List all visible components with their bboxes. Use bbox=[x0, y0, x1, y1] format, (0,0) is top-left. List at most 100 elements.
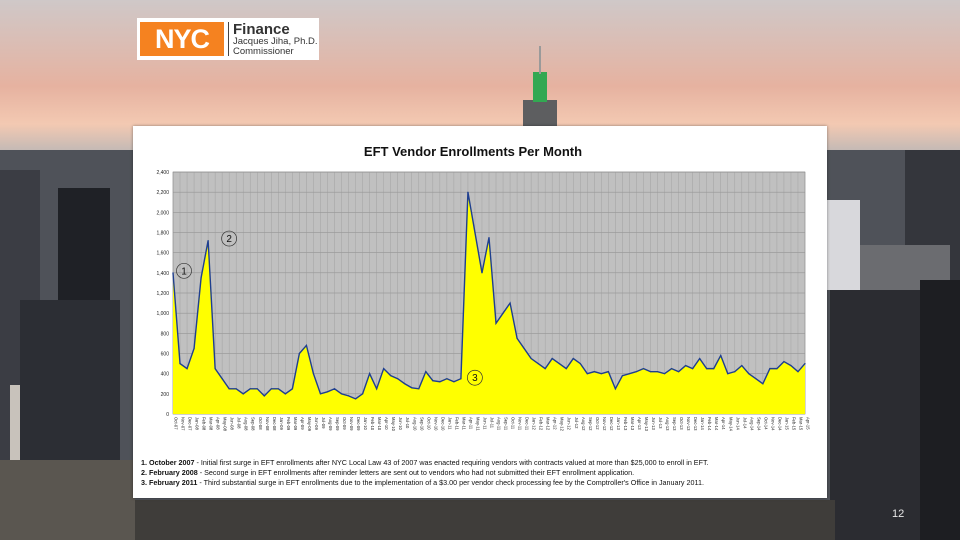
chart-note-1-text: - Initial first surge in EFT enrollments… bbox=[194, 458, 709, 467]
x-tick-label: Apr-12 bbox=[553, 417, 558, 430]
data-point bbox=[495, 322, 497, 324]
data-point bbox=[572, 357, 574, 360]
x-tick-label: Mar-08 bbox=[209, 417, 214, 431]
x-tick-label: Nov-11 bbox=[518, 417, 523, 431]
y-tick-label: 2,000 bbox=[156, 210, 169, 216]
data-point bbox=[376, 388, 378, 390]
x-tick-label: Nov-14 bbox=[770, 417, 775, 431]
data-point bbox=[593, 371, 595, 373]
x-tick-label: Dec-09 bbox=[356, 417, 361, 431]
data-point bbox=[263, 395, 265, 397]
data-point bbox=[614, 388, 616, 390]
data-point bbox=[369, 373, 371, 375]
x-tick-label: Sep-13 bbox=[672, 417, 677, 431]
data-point bbox=[523, 347, 525, 350]
x-tick-label: Jan-12 bbox=[532, 417, 537, 430]
x-tick-label: May-11 bbox=[475, 417, 480, 431]
data-point bbox=[586, 373, 588, 375]
data-point bbox=[453, 381, 455, 383]
data-point bbox=[678, 371, 680, 373]
x-tick-label: Oct-10 bbox=[426, 417, 431, 430]
logo-title: Finance bbox=[233, 21, 290, 38]
data-point bbox=[565, 368, 567, 370]
x-tick-label: Sep-12 bbox=[588, 417, 593, 431]
chart-note-3-label: 3. February 2011 bbox=[141, 478, 198, 487]
logo-name: Jacques Jiha, Ph.D. bbox=[233, 36, 318, 47]
y-tick-label: 1,000 bbox=[156, 311, 169, 317]
chart-card: EFT Vendor Enrollments Per Month 0 200 400 6… bbox=[133, 126, 827, 498]
x-tick-label: Nov-08 bbox=[265, 417, 270, 431]
x-tick-label: Mar-12 bbox=[546, 417, 551, 431]
y-tick-label: 200 bbox=[161, 392, 170, 398]
data-point bbox=[404, 383, 406, 385]
data-point bbox=[685, 365, 687, 367]
data-point bbox=[214, 368, 216, 370]
data-point bbox=[699, 357, 701, 360]
chart-note-3: 3. February 2011 - Third substantial sur… bbox=[141, 478, 821, 488]
data-point bbox=[249, 388, 251, 390]
data-point bbox=[354, 398, 357, 400]
x-tick-label: Feb-12 bbox=[539, 417, 544, 431]
data-point bbox=[734, 371, 736, 373]
x-tick-label: Oct-11 bbox=[511, 417, 516, 430]
data-point bbox=[635, 371, 638, 373]
x-tick-label: May-08 bbox=[223, 417, 228, 432]
logo-role: Commissioner bbox=[233, 45, 294, 57]
x-tick-label: Jan-15 bbox=[784, 417, 789, 430]
x-tick-label: Feb-09 bbox=[286, 417, 291, 431]
x-tick-label: Feb-10 bbox=[370, 417, 375, 431]
chart-note-1: 1. October 2007 - Initial first surge in… bbox=[141, 458, 821, 468]
x-tick-label: Mar-09 bbox=[293, 417, 298, 431]
data-point bbox=[656, 371, 659, 373]
x-tick-label: Feb-13 bbox=[623, 417, 628, 431]
x-tick-label: Jul-14 bbox=[742, 417, 747, 429]
nyc-finance-logo: NYC Finance Jacques Jiha, Ph.D. Commissi… bbox=[137, 18, 319, 60]
slide-number: 12 bbox=[892, 508, 905, 520]
data-point bbox=[692, 368, 694, 370]
data-point bbox=[418, 388, 420, 390]
x-tick-label: May-10 bbox=[391, 417, 396, 432]
y-tick-label: 2,400 bbox=[156, 170, 169, 176]
x-tick-label: Apr-13 bbox=[637, 417, 642, 430]
y-tick-label: 800 bbox=[161, 331, 170, 337]
data-point bbox=[509, 302, 511, 304]
data-point bbox=[488, 236, 490, 239]
data-point bbox=[242, 393, 244, 395]
x-tick-label: May-12 bbox=[560, 417, 565, 432]
data-point bbox=[235, 388, 237, 390]
annotation-label-3: 3 bbox=[472, 373, 478, 384]
data-point bbox=[621, 375, 624, 377]
data-point bbox=[607, 371, 609, 373]
data-point bbox=[600, 373, 602, 375]
data-point bbox=[319, 393, 322, 395]
data-point bbox=[642, 368, 645, 370]
x-tick-label: Apr-14 bbox=[721, 417, 726, 430]
x-tick-label: Oct-12 bbox=[595, 417, 600, 430]
x-tick-label: Mar-13 bbox=[630, 417, 635, 431]
data-point bbox=[720, 354, 722, 357]
annotation-marker-2 bbox=[221, 230, 237, 247]
x-tick-label: Jun-14 bbox=[735, 417, 740, 430]
x-tick-label: May-13 bbox=[644, 417, 649, 432]
x-tick-label: Oct-14 bbox=[763, 417, 768, 430]
chart-note-3-text: - Third substantial surge in EFT enrollm… bbox=[197, 478, 704, 487]
data-point bbox=[481, 272, 483, 274]
x-tick-label: Feb-15 bbox=[791, 417, 796, 431]
data-point bbox=[628, 373, 631, 375]
x-tick-label: Apr-15 bbox=[806, 417, 811, 430]
y-tick-label: 600 bbox=[161, 352, 170, 358]
data-point bbox=[172, 272, 174, 274]
data-point bbox=[551, 357, 553, 360]
data-point bbox=[425, 371, 427, 373]
data-point bbox=[277, 388, 279, 390]
data-point bbox=[347, 395, 350, 397]
annotation-marker-1 bbox=[176, 262, 192, 279]
data-point bbox=[397, 378, 399, 380]
data-point bbox=[741, 365, 743, 367]
x-tick-label: Dec-07 bbox=[188, 417, 193, 431]
x-tick-label: Sep-11 bbox=[504, 417, 509, 431]
x-tick-label: Dec-12 bbox=[609, 417, 614, 431]
x-tick-label: Jul-13 bbox=[658, 417, 663, 429]
data-point bbox=[530, 357, 532, 360]
data-point bbox=[670, 368, 673, 370]
